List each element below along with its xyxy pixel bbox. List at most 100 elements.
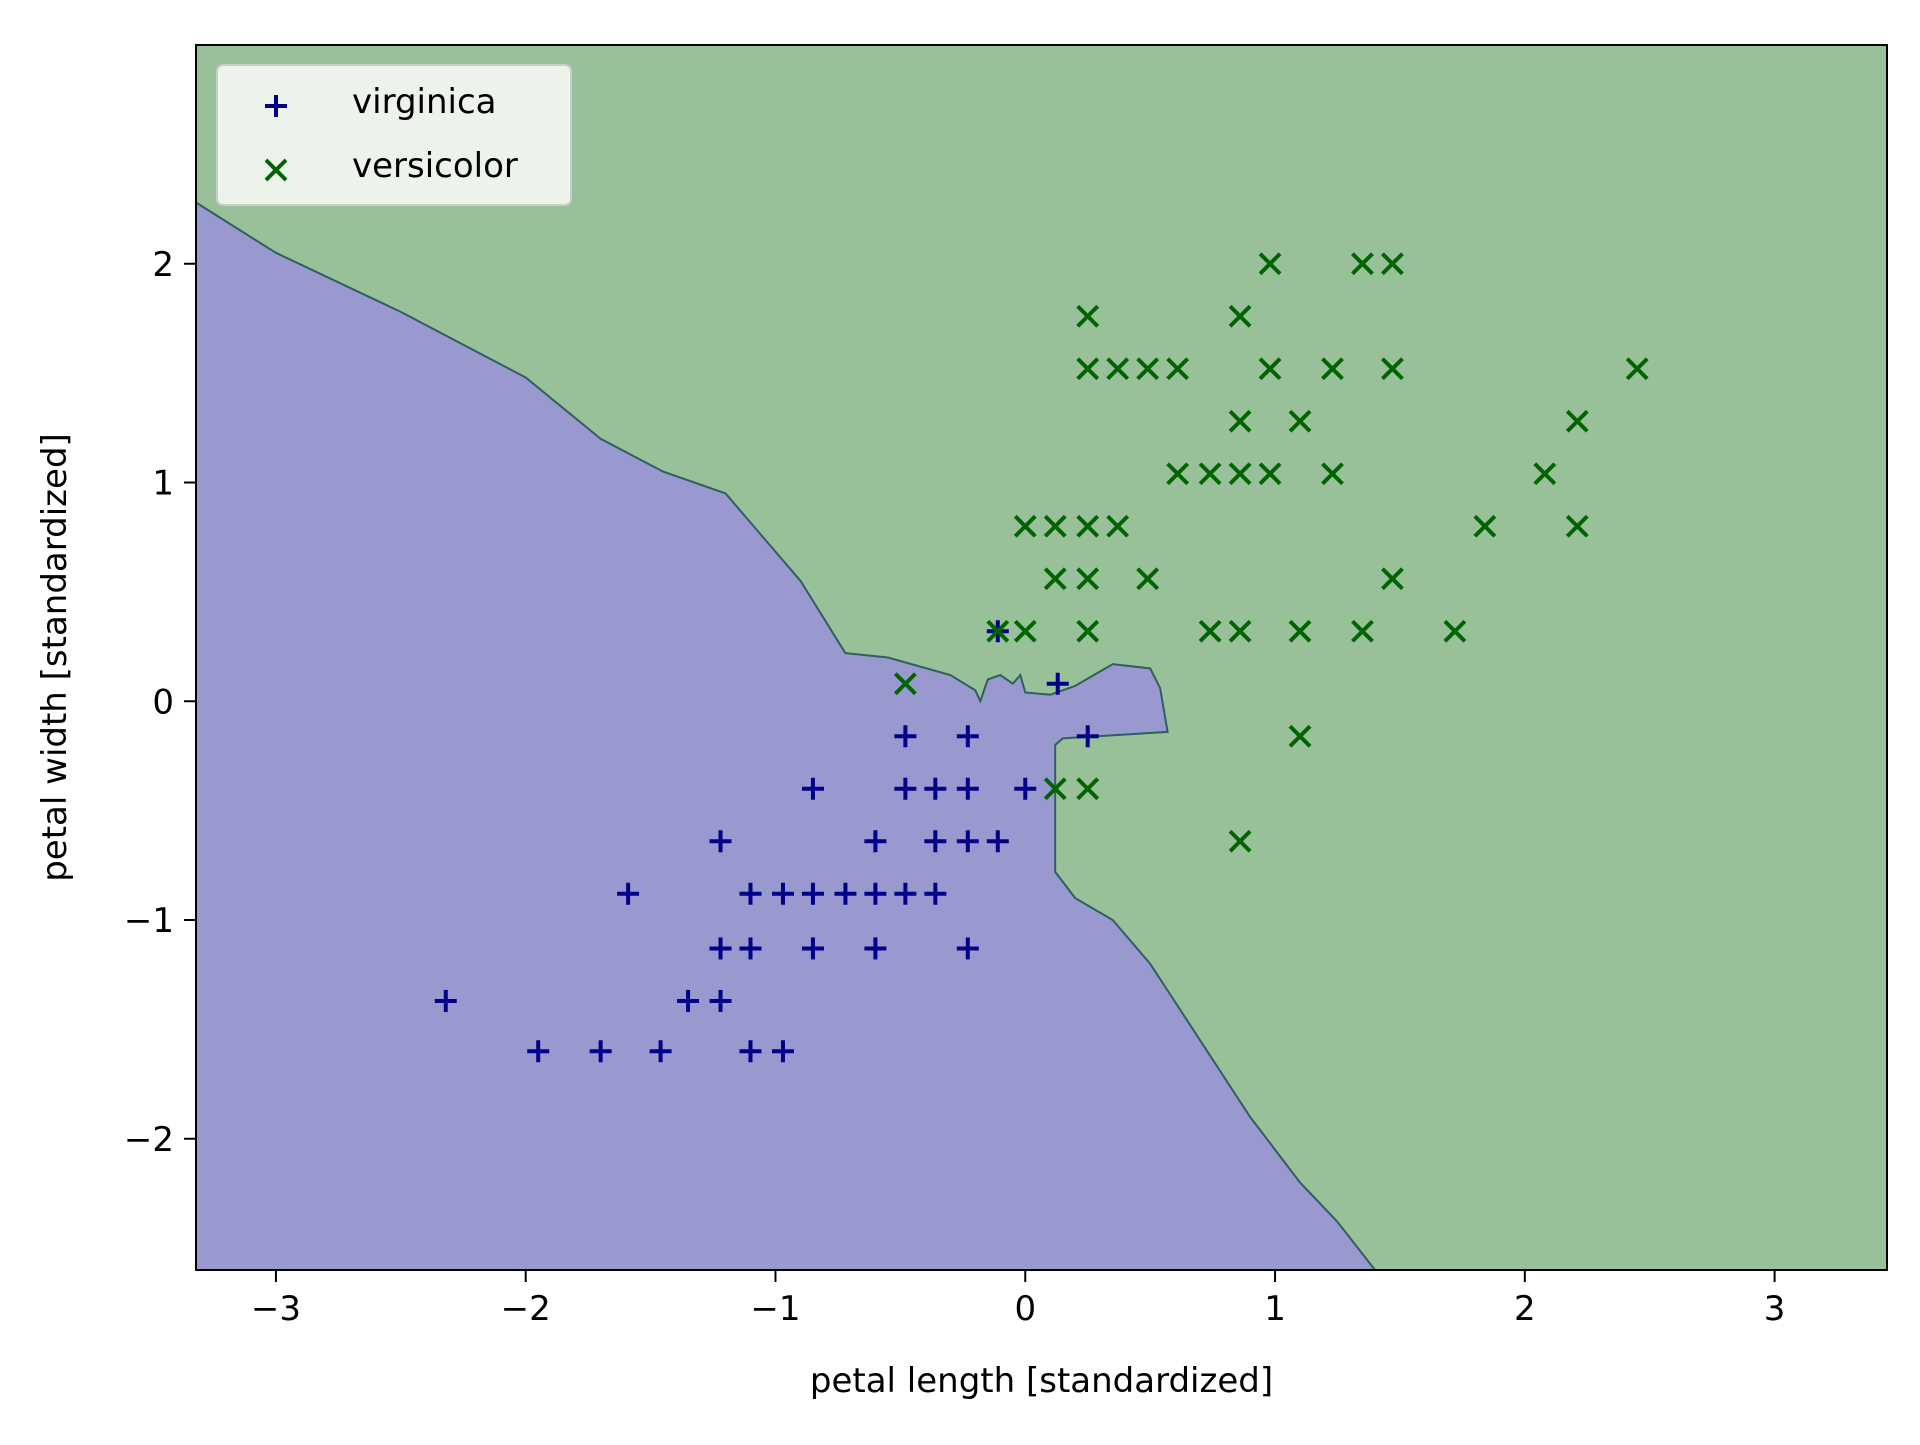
data-point-versicolor — [1043, 514, 1067, 538]
data-point-versicolor — [1381, 252, 1404, 276]
data-point-virginica — [771, 882, 794, 905]
y-tick-label: 0 — [152, 682, 174, 722]
data-point-virginica — [834, 882, 857, 905]
data-point-virginica — [739, 1040, 762, 1063]
data-point-versicolor — [1228, 829, 1252, 853]
data-point-virginica — [739, 882, 762, 905]
data-point-virginica — [527, 1040, 550, 1063]
data-point-versicolor — [1381, 357, 1404, 381]
data-point-virginica — [801, 777, 824, 800]
x-tick-label: −1 — [750, 1289, 800, 1329]
points-layer — [434, 252, 1649, 1063]
legend-marker-virginica — [265, 95, 287, 117]
data-point-virginica — [986, 830, 1009, 853]
data-point-versicolor — [1351, 252, 1374, 276]
data-point-virginica — [894, 777, 917, 800]
data-point-virginica — [709, 989, 732, 1012]
y-tick-label: 2 — [152, 245, 174, 285]
data-point-virginica — [924, 882, 947, 905]
virginica-region — [195, 200, 1378, 1271]
data-point-versicolor — [1351, 619, 1374, 643]
data-point-versicolor — [1288, 619, 1312, 643]
x-tick-label: 0 — [1014, 1289, 1036, 1329]
y-tick-label: −2 — [124, 1120, 174, 1160]
data-point-versicolor — [893, 672, 917, 696]
y-tick-label: −1 — [124, 901, 174, 941]
data-point-virginica — [864, 882, 887, 905]
data-point-versicolor — [1106, 514, 1130, 538]
data-point-virginica — [956, 937, 979, 960]
data-point-versicolor — [1136, 357, 1160, 381]
y-tick-label: 1 — [152, 464, 174, 504]
data-point-virginica — [589, 1040, 612, 1063]
data-point-virginica — [617, 882, 640, 905]
data-point-versicolor — [1076, 777, 1100, 801]
data-point-virginica — [956, 777, 979, 800]
data-point-versicolor — [1258, 462, 1282, 486]
y-axis: −2 −1 0 1 2 — [124, 245, 196, 1160]
data-point-versicolor — [1228, 619, 1252, 643]
data-point-virginica — [956, 830, 979, 853]
legend-marker-x — [264, 158, 288, 182]
data-point-versicolor — [1473, 514, 1497, 538]
data-point-versicolor — [1166, 357, 1190, 381]
data-point-virginica — [1076, 725, 1099, 748]
data-point-versicolor — [1565, 514, 1589, 538]
data-point-versicolor — [1166, 462, 1190, 486]
legend-label-versicolor: versicolor — [352, 146, 518, 186]
data-point-versicolor — [1013, 619, 1037, 643]
data-point-virginica — [739, 937, 762, 960]
data-point-virginica — [924, 777, 947, 800]
legend-box — [216, 64, 572, 206]
data-point-versicolor — [1198, 619, 1222, 643]
data-point-virginica — [771, 1040, 794, 1063]
data-point-virginica — [649, 1040, 672, 1063]
data-point-versicolor — [1076, 567, 1100, 591]
data-point-virginica — [801, 882, 824, 905]
data-point-virginica — [1014, 777, 1037, 800]
data-point-virginica — [894, 882, 917, 905]
data-point-virginica — [677, 989, 700, 1012]
data-point-virginica — [864, 830, 887, 853]
data-point-virginica — [709, 937, 732, 960]
legend-label-virginica: virginica — [352, 82, 497, 122]
data-point-versicolor — [1076, 304, 1100, 328]
x-tick-label: 1 — [1264, 1289, 1286, 1329]
data-point-versicolor — [1076, 514, 1100, 538]
data-point-virginica — [924, 830, 947, 853]
data-point-versicolor — [1321, 357, 1344, 381]
data-point-versicolor — [1381, 567, 1404, 591]
data-point-versicolor — [1533, 462, 1557, 486]
data-point-versicolor — [1106, 357, 1130, 381]
data-point-virginica — [864, 937, 887, 960]
data-point-versicolor — [1288, 409, 1312, 433]
data-point-versicolor — [986, 619, 1010, 643]
data-point-versicolor — [1443, 619, 1467, 643]
plot-frame — [195, 44, 1888, 1271]
data-point-versicolor — [1228, 304, 1252, 328]
data-point-virginica — [1046, 672, 1069, 695]
data-point-versicolor — [1136, 567, 1160, 591]
data-point-versicolor — [1076, 619, 1100, 643]
y-axis-label: petal width [standardized] — [35, 433, 75, 882]
data-point-versicolor — [1321, 462, 1344, 486]
data-point-versicolor — [1258, 252, 1282, 276]
data-point-virginica — [801, 937, 824, 960]
data-point-versicolor — [1228, 462, 1252, 486]
x-tick-label: −2 — [501, 1289, 551, 1329]
data-point-versicolor — [1043, 777, 1067, 801]
data-point-versicolor — [1076, 357, 1100, 381]
legend-marker-plus — [265, 95, 287, 117]
data-point-versicolor — [1228, 409, 1252, 433]
data-point-versicolor — [1043, 567, 1067, 591]
x-tick-label: −3 — [251, 1289, 301, 1329]
data-point-virginica — [709, 830, 732, 853]
data-point-versicolor — [1288, 724, 1312, 748]
data-point-versicolor — [1258, 357, 1282, 381]
data-point-versicolor — [1565, 409, 1589, 433]
plot-area — [195, 44, 1888, 1271]
x-axis: −3 −2 −1 0 1 2 3 — [251, 1270, 1785, 1329]
data-point-versicolor — [1198, 462, 1222, 486]
